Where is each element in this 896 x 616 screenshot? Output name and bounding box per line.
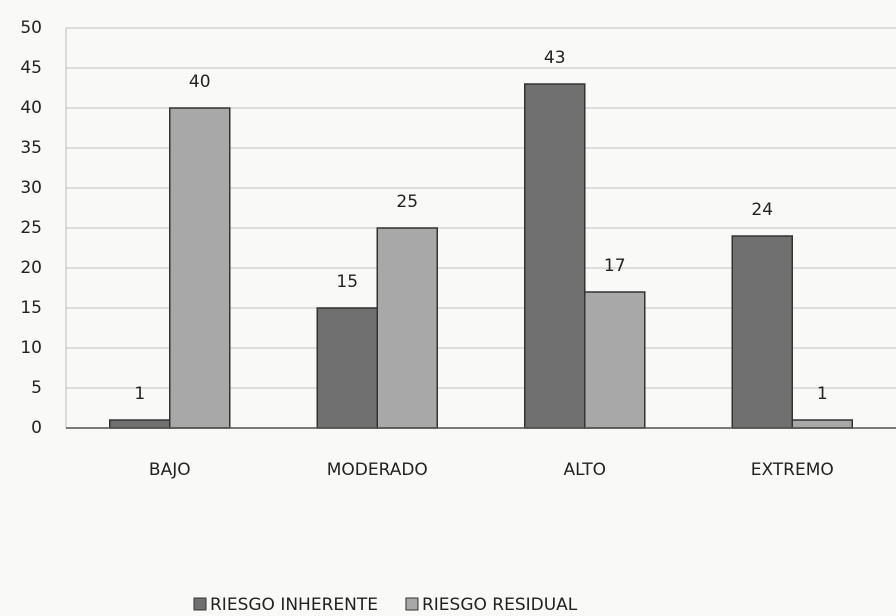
y-tick-label: 10 [20,338,42,358]
y-tick-label: 45 [20,58,42,78]
y-tick-label: 35 [20,138,42,158]
legend-label: RIESGO RESIDUAL [422,595,578,615]
y-tick-label: 20 [20,258,42,278]
y-tick-label: 25 [20,218,42,238]
data-label: 25 [396,192,418,212]
data-label: 24 [751,200,773,220]
x-tick-label: ALTO [563,460,606,480]
legend-swatch [193,597,207,611]
data-label: 1 [134,384,145,404]
y-tick-label: 30 [20,178,42,198]
data-label: 1 [817,384,828,404]
legend-label: RIESGO INHERENTE [210,595,378,615]
x-tick-label: EXTREMO [751,460,834,480]
bar [524,83,586,429]
bar [584,291,646,429]
y-tick-label: 50 [20,18,42,38]
bar [109,419,171,429]
data-label: 40 [189,72,211,92]
y-tick-label: 0 [31,418,42,438]
x-tick-label: MODERADO [327,460,428,480]
bar [791,419,853,429]
bar [316,307,378,429]
bar [169,107,231,429]
bar [731,235,793,429]
bar [376,227,438,429]
data-label: 17 [604,256,626,276]
data-label: 15 [336,272,358,292]
y-tick-label: 5 [31,378,42,398]
x-tick-label: BAJO [149,460,191,480]
data-label: 43 [544,48,566,68]
y-tick-label: 40 [20,98,42,118]
legend-swatch [405,597,419,611]
y-tick-label: 15 [20,298,42,318]
